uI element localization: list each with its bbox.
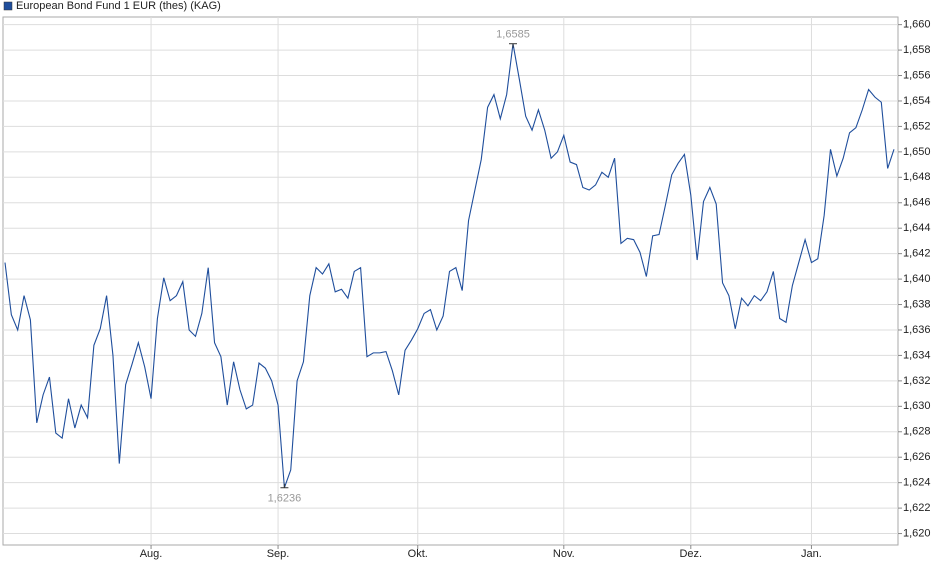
y-tick-label: 1,644 [903, 222, 931, 234]
line-series [4, 43, 895, 488]
y-tick-label: 1,656 [903, 69, 931, 81]
y-tick-label: 1,636 [903, 324, 931, 336]
y-tick-label: 1,640 [903, 273, 931, 285]
y-tick-label: 1,652 [903, 120, 931, 132]
y-tick-label: 1,626 [903, 451, 931, 463]
y-tick-label: 1,648 [903, 171, 931, 183]
y-tick-label: 1,658 [903, 44, 931, 56]
x-tick-label: Dez. [679, 548, 702, 560]
y-tick-label: 1,634 [903, 349, 931, 361]
x-tick-label: Okt. [408, 548, 428, 560]
legend-swatch [3, 1, 13, 11]
y-tick-label: 1,620 [903, 527, 931, 539]
y-tick-label: 1,654 [903, 95, 931, 107]
y-tick-label: 1,660 [903, 19, 931, 31]
y-tick-label: 1,630 [903, 400, 931, 412]
x-tick-label: Sep. [267, 548, 290, 560]
annotation-label: 1,6236 [268, 493, 302, 505]
plot-area [2, 16, 899, 546]
y-tick-label: 1,632 [903, 375, 931, 387]
y-tick-label: 1,622 [903, 502, 931, 514]
y-tick-label: 1,646 [903, 197, 931, 209]
y-tick-label: 1,650 [903, 146, 931, 158]
legend-label: European Bond Fund 1 EUR (thes) (KAG) [16, 0, 221, 12]
x-tick-label: Jan. [801, 548, 822, 560]
y-tick-label: 1,642 [903, 248, 931, 260]
x-tick-label: Nov. [553, 548, 575, 560]
annotation-label: 1,6585 [496, 29, 530, 41]
x-tick-label: Aug. [140, 548, 163, 560]
y-tick-label: 1,638 [903, 298, 931, 310]
y-tick-label: 1,628 [903, 426, 931, 438]
y-tick-label: 1,624 [903, 477, 931, 489]
